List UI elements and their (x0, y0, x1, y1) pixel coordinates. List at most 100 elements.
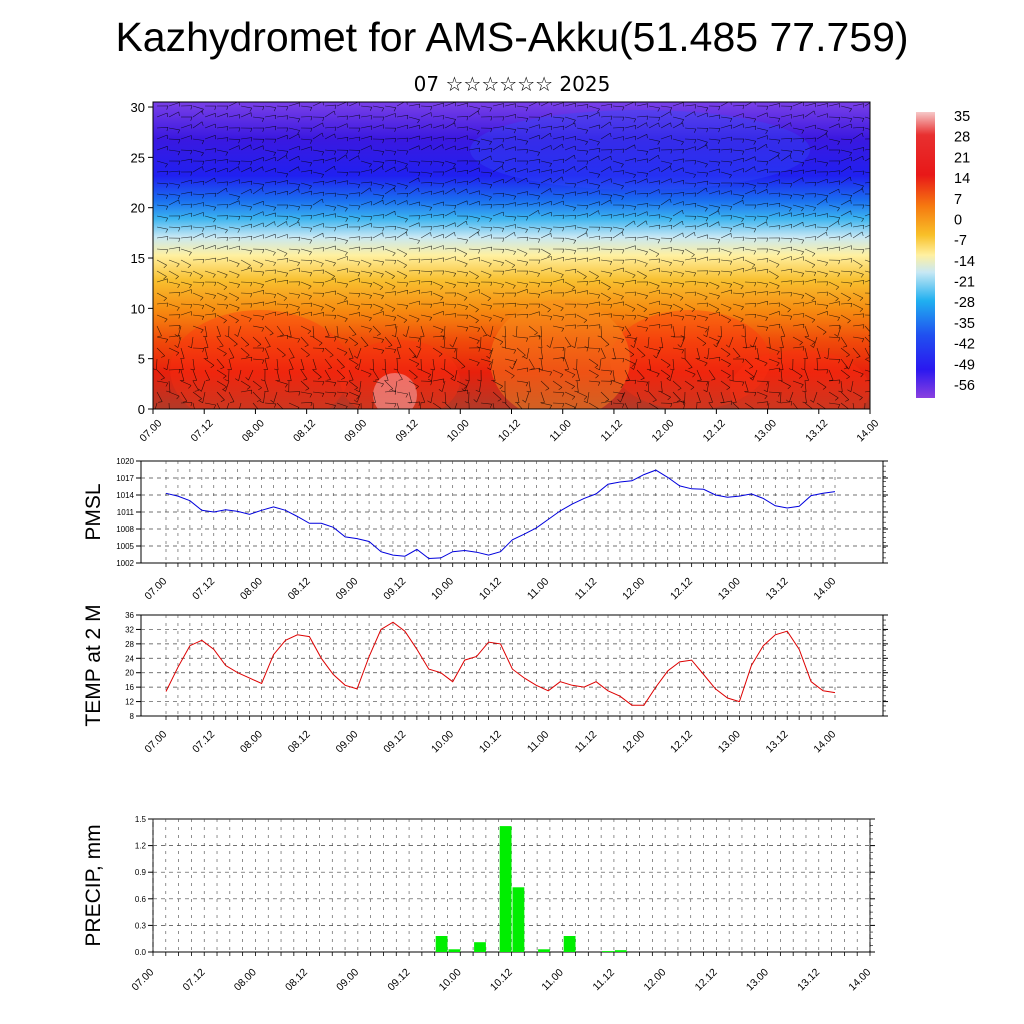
wind-barb (828, 270, 840, 274)
wind-barb (408, 135, 420, 140)
wind-barb (336, 281, 348, 285)
wind-barb (732, 281, 744, 287)
wind-barb-flag (537, 283, 541, 288)
wind-barb-flag (382, 227, 385, 232)
wind-barb (744, 226, 756, 230)
wind-barb-flag (631, 363, 636, 367)
wind-barb-flag (753, 141, 757, 145)
wind-barb (516, 314, 529, 316)
wind-barb-flag (430, 259, 433, 264)
wind-barb (504, 268, 516, 272)
wind-barb-flag (249, 206, 253, 211)
wind-barb-flag (526, 337, 529, 342)
wind-barb-flag (706, 144, 708, 149)
wind-barb-flag (344, 297, 348, 301)
wind-barb (552, 214, 565, 217)
wind-barb (816, 303, 828, 306)
wind-barb-flag (862, 204, 865, 209)
wind-barb-flag (429, 173, 433, 178)
wind-barb (432, 115, 444, 118)
wind-barb-flag (742, 358, 745, 363)
wind-barb (756, 291, 768, 294)
wind-barb (324, 347, 334, 356)
wind-barb-flag (849, 283, 853, 287)
wind-barb (468, 231, 479, 239)
wind-barb-flag (310, 116, 313, 121)
wind-barb-flag (740, 318, 744, 323)
x-tick-label: 14.00 (811, 728, 838, 755)
wind-barb-flag (213, 218, 216, 223)
wind-barb (672, 232, 683, 239)
wind-barb-flag (490, 148, 493, 153)
wind-barb-flag (249, 250, 253, 255)
wind-barb (492, 165, 503, 173)
wind-barb (564, 391, 576, 397)
wind-barb-flag (309, 272, 313, 277)
wind-barb (324, 110, 335, 118)
wind-barb-flag (766, 216, 769, 221)
wind-barb-flag (220, 367, 225, 370)
wind-barb (240, 380, 251, 388)
wind-barb-flag (380, 307, 384, 312)
wind-barb (168, 182, 180, 186)
wind-barb (239, 402, 242, 409)
wind-barb-flag (178, 335, 181, 340)
wind-barb (468, 289, 480, 294)
wind-barb (708, 258, 720, 261)
wind-barb (444, 270, 456, 274)
wind-barb-flag (825, 408, 826, 409)
wind-barb-flag (369, 328, 372, 333)
x-tick-label: 13.00 (716, 728, 743, 755)
wind-barb (204, 135, 216, 140)
wind-barb (780, 336, 784, 348)
wind-barb (444, 247, 457, 250)
wind-barb (804, 102, 816, 107)
wind-barb (744, 125, 756, 129)
wind-barb (156, 380, 168, 384)
wind-barb (336, 358, 345, 368)
wind-barb-flag (850, 176, 852, 181)
wind-barb-flag (475, 320, 479, 324)
wind-barb-flag (598, 210, 600, 215)
wind-barb-flag (224, 296, 228, 301)
wind-barb-flag (610, 156, 612, 161)
wind-barb (636, 220, 647, 228)
wind-barb (504, 103, 516, 107)
wind-barb (456, 380, 467, 387)
wind-barb-flag (682, 232, 684, 237)
wind-barb-flag (245, 354, 250, 358)
wind-barb (552, 116, 564, 119)
wind-barb-flag (286, 280, 289, 285)
wind-barb-flag (626, 335, 631, 337)
wind-barb-flag (259, 400, 264, 404)
wind-barb-flag (765, 130, 768, 135)
wind-barb (312, 198, 323, 206)
wind-barb (468, 303, 479, 310)
wind-barb-flag (766, 238, 769, 242)
wind-barb (720, 325, 722, 338)
wind-barb-flag (766, 291, 769, 296)
wind-barb (647, 336, 650, 348)
wind-barb-flag (610, 115, 613, 120)
wind-barb-flag (845, 366, 849, 370)
wind-barb (516, 303, 529, 306)
wind-barb (324, 245, 336, 250)
wind-barb (648, 237, 660, 240)
wind-barb (336, 292, 348, 298)
wind-barb (180, 236, 192, 239)
wind-barb-flag (190, 105, 193, 110)
wind-barb-flag (810, 410, 813, 412)
wind-barb (156, 127, 169, 129)
wind-barb-flag (490, 172, 493, 177)
wind-barb (684, 146, 696, 151)
wind-barb (348, 182, 360, 185)
wind-barb (792, 193, 804, 196)
wind-barb (864, 279, 870, 283)
wind-barb-flag (450, 376, 455, 380)
wind-barb-flag (562, 238, 565, 243)
wind-barb (828, 402, 840, 405)
wind-barb (476, 391, 482, 403)
wind-barb (768, 103, 780, 107)
wind-barb (348, 402, 360, 405)
wind-barb (288, 127, 300, 131)
